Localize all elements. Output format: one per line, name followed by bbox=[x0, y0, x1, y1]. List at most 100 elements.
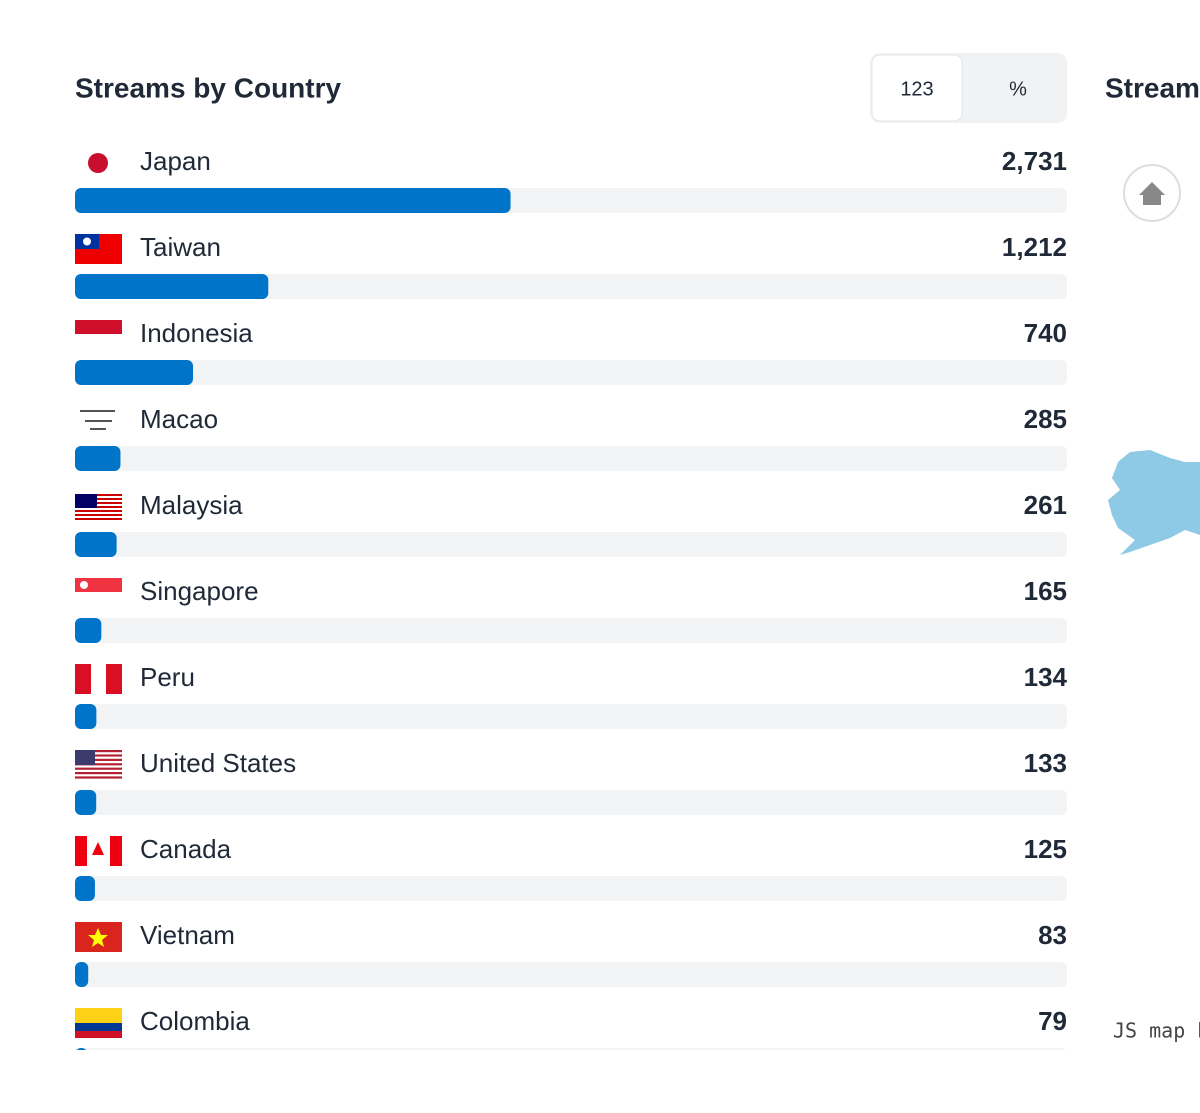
country-row: Vietnam 83 bbox=[75, 920, 1067, 987]
flag-part bbox=[75, 758, 122, 761]
country-row: Indonesia 740 bbox=[75, 318, 1067, 385]
flag-part bbox=[75, 498, 122, 500]
value-label: 285 bbox=[1024, 404, 1067, 434]
country-name: Vietnam bbox=[140, 920, 235, 950]
flag bbox=[75, 494, 122, 520]
country-row: Macao 285 bbox=[75, 404, 1067, 471]
bar-track bbox=[75, 876, 1067, 901]
flag-part bbox=[75, 320, 122, 334]
bar-track bbox=[75, 532, 1067, 557]
flag-part bbox=[75, 763, 122, 766]
country-list: Japan 2,731 Taiwan 1,212 Indonesia 740 Macao 28… bbox=[75, 146, 1068, 1050]
bar bbox=[75, 704, 97, 729]
value-label: 79 bbox=[1038, 1006, 1067, 1036]
map-region[interactable] bbox=[1108, 450, 1200, 555]
value-label: 740 bbox=[1024, 318, 1067, 348]
flag bbox=[75, 1008, 122, 1038]
flag-part bbox=[75, 514, 122, 516]
flag bbox=[75, 664, 122, 694]
country-row: Singapore 165 bbox=[75, 576, 1067, 643]
country-row: Malaysia 261 bbox=[75, 490, 1067, 557]
bar bbox=[75, 188, 511, 213]
section-title: Streams by Country bbox=[75, 72, 341, 103]
flag-part bbox=[75, 1031, 122, 1038]
flag-part bbox=[75, 494, 97, 508]
bar-track bbox=[75, 962, 1067, 987]
flag bbox=[88, 153, 108, 173]
flag bbox=[75, 836, 122, 866]
bar-track bbox=[75, 274, 1067, 299]
value-label: 2,731 bbox=[1002, 146, 1067, 176]
flag-part bbox=[75, 750, 95, 765]
flag-part bbox=[110, 836, 122, 866]
bar-track bbox=[75, 790, 1067, 815]
country-name: Peru bbox=[140, 662, 195, 692]
bar bbox=[75, 876, 95, 901]
flag-part bbox=[106, 664, 122, 694]
country-row: Colombia 79 bbox=[75, 1006, 1067, 1050]
bar-track bbox=[75, 360, 1067, 385]
toggle-count[interactable]: 123 bbox=[900, 78, 933, 100]
map-credit: JS map b bbox=[1113, 1019, 1200, 1043]
flag-part bbox=[88, 928, 108, 947]
flag-part bbox=[75, 1008, 122, 1023]
flag-part bbox=[83, 237, 91, 246]
flag bbox=[80, 410, 115, 430]
map-title: Streams bbox=[1105, 72, 1200, 103]
flag-part bbox=[75, 754, 122, 757]
bar-track bbox=[75, 704, 1067, 729]
bar bbox=[75, 618, 102, 643]
flag-part bbox=[75, 664, 91, 694]
flag-part bbox=[75, 506, 122, 508]
country-name: Singapore bbox=[140, 576, 259, 606]
bar-track bbox=[75, 446, 1067, 471]
value-label: 165 bbox=[1024, 576, 1067, 606]
bar bbox=[75, 532, 117, 557]
country-row: United States 133 bbox=[75, 748, 1067, 815]
country-row: Japan 2,731 bbox=[75, 146, 1067, 213]
flag-part bbox=[80, 410, 115, 430]
country-name: Malaysia bbox=[140, 490, 243, 520]
flag-part bbox=[75, 502, 122, 504]
value-label: 125 bbox=[1024, 834, 1067, 864]
flag-part bbox=[75, 518, 122, 520]
value-label: 133 bbox=[1024, 748, 1067, 778]
flag-part bbox=[75, 836, 87, 866]
toggle-active[interactable] bbox=[871, 54, 963, 122]
country-name: Indonesia bbox=[140, 318, 253, 348]
bar-track bbox=[75, 618, 1067, 643]
flag bbox=[75, 320, 122, 334]
country-row: Canada 125 bbox=[75, 834, 1067, 901]
value-label: 261 bbox=[1024, 490, 1067, 520]
bar-track bbox=[76, 1048, 1066, 1050]
flag-part bbox=[75, 750, 122, 753]
country-name: Taiwan bbox=[140, 232, 221, 262]
value-label: 134 bbox=[1024, 662, 1068, 692]
value-label: 1,212 bbox=[1002, 232, 1067, 262]
home-icon bbox=[1139, 182, 1165, 205]
country-row: Taiwan 1,212 bbox=[75, 232, 1067, 299]
toggle-percent[interactable]: % bbox=[1009, 78, 1027, 100]
flag bbox=[75, 578, 122, 592]
flag-part bbox=[75, 772, 122, 775]
country-name: Japan bbox=[140, 146, 211, 176]
flag-part bbox=[75, 776, 122, 779]
bar bbox=[75, 274, 269, 299]
value-label: 83 bbox=[1038, 920, 1067, 950]
flag-part bbox=[92, 842, 104, 855]
country-name: United States bbox=[140, 748, 296, 778]
flag-part bbox=[75, 494, 122, 496]
country-name: Canada bbox=[140, 834, 232, 864]
flag-part bbox=[75, 1023, 122, 1031]
flag-part bbox=[88, 153, 108, 173]
flag-part bbox=[75, 578, 122, 592]
flag-part bbox=[75, 510, 122, 512]
bar bbox=[75, 962, 89, 987]
flag bbox=[75, 750, 122, 779]
bar bbox=[75, 790, 97, 815]
bar bbox=[75, 360, 194, 385]
bar bbox=[75, 446, 121, 471]
country-row: Peru 134 bbox=[75, 662, 1068, 729]
flag-part bbox=[75, 767, 122, 770]
